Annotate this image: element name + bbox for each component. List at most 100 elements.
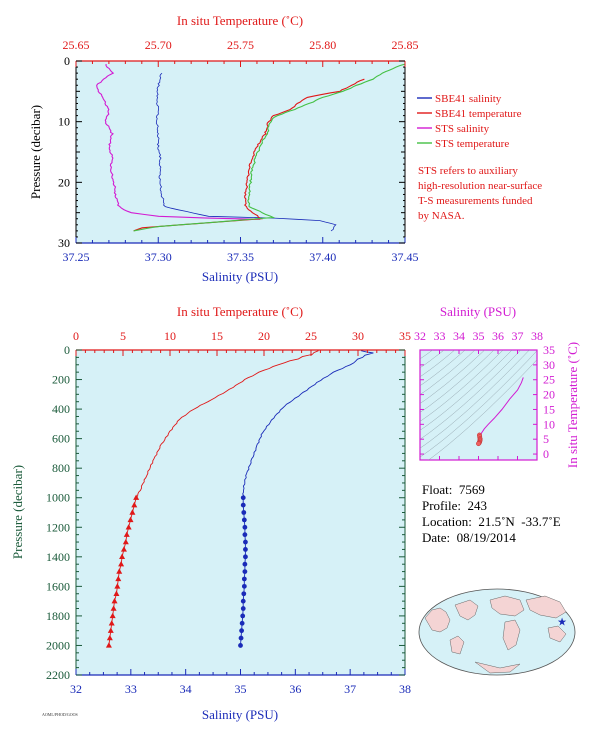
temperature-triangle-marker xyxy=(113,590,120,596)
near-surface-y-tick-label: 0 xyxy=(64,54,70,68)
near-surface-bottom-tick-label: 37.40 xyxy=(309,250,336,264)
series-sts-salinity xyxy=(96,63,261,220)
salinity-dot-marker xyxy=(240,613,246,619)
salinity-dot-marker xyxy=(238,643,243,648)
ts-top-tick-label: 33 xyxy=(434,329,446,343)
full-profile-top-tick-label: 30 xyxy=(352,329,364,343)
series-sbe41-salinity xyxy=(155,72,337,232)
salinity-dot-marker xyxy=(241,591,247,597)
salinity-dot-marker xyxy=(243,539,248,545)
star-icon: ★ xyxy=(557,617,567,629)
legend-label: SBE41 temperature xyxy=(435,108,522,120)
near-surface-bottom-tick-label: 37.30 xyxy=(145,250,172,264)
ts-temperature-axis-label: In situ Temperature (˚C) xyxy=(565,342,580,468)
full-profile-y-tick-label: 1400 xyxy=(46,550,70,564)
temperature-triangle-marker xyxy=(115,575,122,582)
note-line: STS refers to auxiliary xyxy=(418,165,518,177)
full-profile-pressure-axis-label: Pressure (decibar) xyxy=(10,465,25,559)
float-id: Float: 7569 xyxy=(422,482,485,497)
salinity-dot-marker xyxy=(243,547,248,552)
full-profile-y-tick-label: 2000 xyxy=(46,638,70,652)
note-line: T-S measurements funded xyxy=(418,195,533,207)
ts-right-tick-label: 35 xyxy=(543,343,555,357)
temperature-triangle-marker xyxy=(125,524,132,530)
temperature-triangle-marker xyxy=(106,634,113,641)
float-info: Float: 7569 Profile: 243 Location: 21.5˚… xyxy=(422,482,561,546)
world-map: ★ xyxy=(418,588,576,676)
density-isoline xyxy=(420,350,486,404)
salinity-dot-marker xyxy=(241,517,247,523)
note-line: high-resolution near-surface xyxy=(418,180,542,192)
density-isoline xyxy=(420,350,456,377)
ts-right-tick-label: 0 xyxy=(543,447,549,461)
full-profile-panel: 0 5 10 15 20 25 30 35 32 33 34 35 36 37 38 0 200 400 600 80… xyxy=(10,304,411,722)
temperature-triangle-marker xyxy=(110,605,117,611)
salinity-profile-line xyxy=(242,350,374,498)
full-profile-top-tick-label: 10 xyxy=(164,329,176,343)
full-profile-top-tick-label: 0 xyxy=(73,329,79,343)
ts-point-marker xyxy=(476,441,481,447)
ts-right-tick-label: 20 xyxy=(543,388,555,402)
density-isoline xyxy=(420,350,466,386)
salinity-dot-marker xyxy=(242,569,248,574)
near-surface-plot-area xyxy=(76,61,405,243)
near-surface-temperature-axis-label: In situ Temperature (˚C) xyxy=(177,13,303,28)
ts-right-tick-label: 30 xyxy=(543,358,555,372)
near-surface-top-tick-label: 25.65 xyxy=(63,38,90,52)
temperature-triangle-marker xyxy=(131,501,138,508)
salinity-dot-marker xyxy=(242,524,248,530)
salinity-dot-marker xyxy=(243,554,248,560)
salinity-dot-marker xyxy=(240,495,246,501)
ts-top-tick-label: 36 xyxy=(492,329,504,343)
temperature-triangle-marker xyxy=(120,546,127,552)
salinity-dot-marker xyxy=(241,583,247,589)
temperature-triangle-marker xyxy=(133,494,140,500)
full-profile-bottom-tick-label: 35 xyxy=(235,682,247,696)
ts-top-tick-label: 35 xyxy=(473,329,485,343)
full-profile-top-tick-label: 35 xyxy=(399,329,411,343)
ts-top-tick-label: 37 xyxy=(512,329,524,343)
near-surface-y-tick-label: 10 xyxy=(58,115,70,129)
legend-label: STS temperature xyxy=(435,138,509,150)
salinity-dot-marker xyxy=(242,561,248,567)
ts-right-tick-label: 15 xyxy=(543,402,555,416)
full-profile-top-tick-label: 15 xyxy=(211,329,223,343)
near-surface-top-tick-label: 25.80 xyxy=(309,38,336,52)
temperature-triangle-marker xyxy=(114,583,121,589)
near-surface-salinity-axis-label: Salinity (PSU) xyxy=(202,269,278,284)
near-surface-top-tick-label: 25.85 xyxy=(392,38,419,52)
near-surface-pressure-axis-label: Pressure (decibar) xyxy=(28,105,43,199)
full-profile-bottom-tick-label: 36 xyxy=(289,682,301,696)
density-isoline xyxy=(420,350,504,422)
ts-salinity-axis-label: Salinity (PSU) xyxy=(440,304,516,319)
legend-label: STS salinity xyxy=(435,123,490,135)
salinity-dot-marker xyxy=(238,635,244,641)
full-profile-bottom-tick-label: 32 xyxy=(70,682,82,696)
full-profile-y-tick-label: 600 xyxy=(52,432,70,446)
density-isoline xyxy=(420,235,537,341)
temperature-triangle-marker xyxy=(108,620,115,626)
temperature-triangle-marker xyxy=(122,538,129,545)
series-sbe41-temperature xyxy=(133,78,365,232)
date: Date: 08/19/2014 xyxy=(422,530,516,545)
salinity-dot-marker xyxy=(242,532,248,538)
salinity-dot-marker xyxy=(240,598,246,604)
temperature-triangle-marker xyxy=(123,531,130,537)
ts-top-tick-label: 32 xyxy=(414,329,426,343)
density-isoline xyxy=(428,359,537,460)
full-profile-plot-area xyxy=(76,350,405,675)
full-profile-bottom-tick-label: 34 xyxy=(180,682,192,696)
temperature-triangle-marker xyxy=(105,642,112,648)
temperature-triangle-marker xyxy=(118,561,125,567)
series-sts-temperature xyxy=(133,63,406,232)
temperature-triangle-marker xyxy=(127,516,134,523)
ts-right-tick-label: 10 xyxy=(543,417,555,431)
map-continents xyxy=(424,595,567,674)
legend: SBE41 salinity SBE41 temperature STS salin… xyxy=(417,93,522,150)
ts-right-tick-label: 25 xyxy=(543,373,555,387)
sts-note: STS refers to auxiliary high-resolution n… xyxy=(418,165,542,222)
density-isoline xyxy=(420,350,513,431)
temperature-triangle-marker xyxy=(107,627,114,633)
full-profile-y-tick-label: 1200 xyxy=(46,520,70,534)
profile-number: Profile: 243 xyxy=(422,498,487,513)
